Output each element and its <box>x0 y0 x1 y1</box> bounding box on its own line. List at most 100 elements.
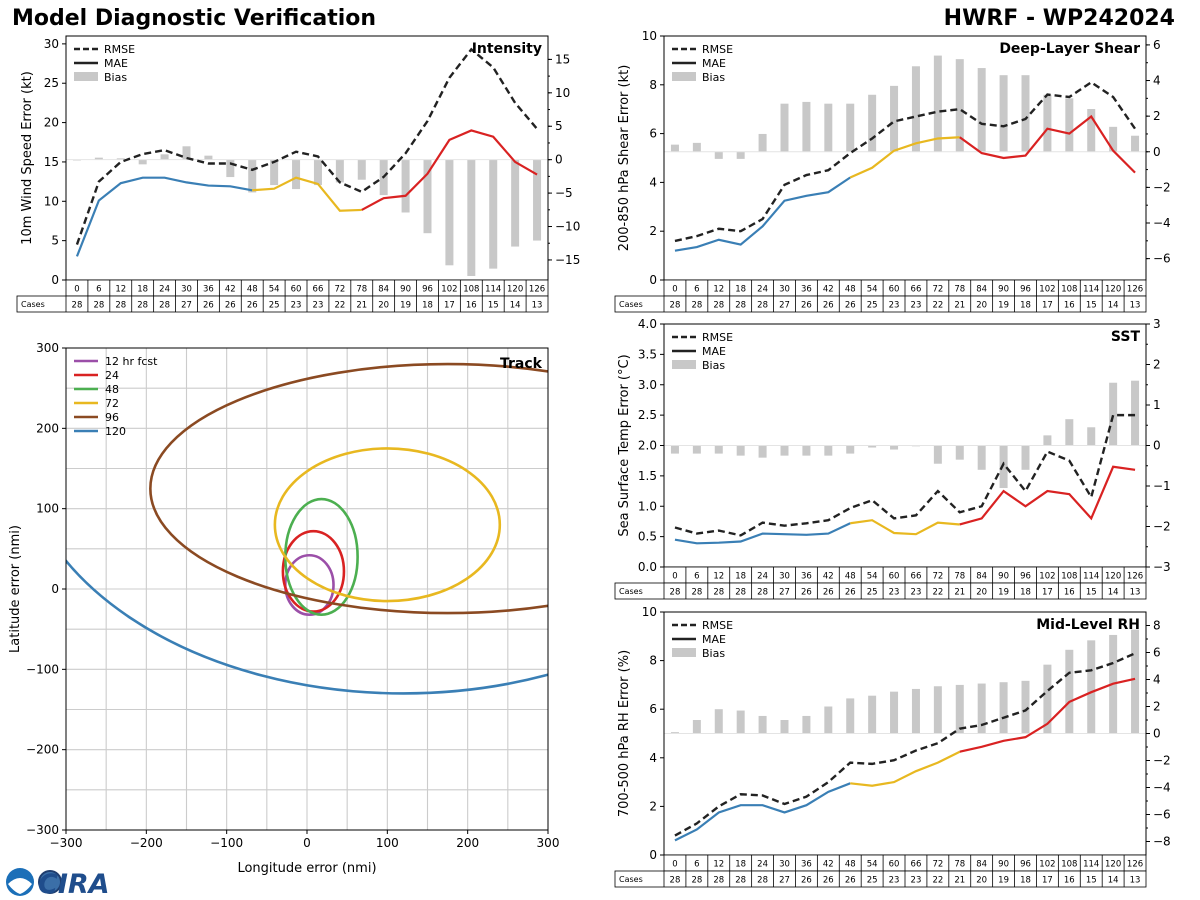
y-tick-label: 1.0 <box>638 499 657 513</box>
cases-count: 26 <box>801 588 812 598</box>
forecast-hour-label: 126 <box>1127 572 1143 582</box>
bias-bar <box>182 146 191 160</box>
sst-panel: 0.00.51.01.52.02.53.03.54.0−3−2−10123Sea… <box>614 317 1171 600</box>
y2-tick-label: 10 <box>555 86 570 100</box>
bias-bar <box>1087 109 1096 152</box>
forecast-hour-label: 36 <box>801 860 812 870</box>
mae-line-segment <box>361 129 538 211</box>
cases-count: 25 <box>269 301 280 311</box>
legend-label: 48 <box>105 383 119 396</box>
y-tick-label: 2.0 <box>638 439 657 453</box>
legend-label: RMSE <box>702 43 733 56</box>
bias-bar <box>780 445 789 456</box>
y2-tick-label: 5 <box>555 119 563 133</box>
bias-bar <box>824 706 833 734</box>
x-tick-label: −200 <box>130 836 163 850</box>
y2-tick-label: −15 <box>555 253 580 267</box>
forecast-hour-label: 78 <box>954 572 965 582</box>
bias-bar <box>933 686 942 734</box>
legend-label: 12 hr fcst <box>105 355 158 368</box>
rmse-line <box>674 80 1137 243</box>
x-tick-label: 200 <box>456 836 479 850</box>
y2-tick-label: −10 <box>555 220 580 234</box>
forecast-hour-label: 72 <box>932 285 943 295</box>
forecast-hour-label: 12 <box>713 572 724 582</box>
bias-bar <box>758 133 767 152</box>
x-tick-label: −100 <box>210 836 243 850</box>
bias-bar <box>1021 680 1030 734</box>
cases-count: 28 <box>757 301 768 311</box>
cases-count: 23 <box>911 588 922 598</box>
cases-count: 21 <box>954 876 965 886</box>
forecast-hour-label: 84 <box>976 860 987 870</box>
cases-count: 17 <box>1042 876 1053 886</box>
y-tick-label: 10 <box>44 194 59 208</box>
forecast-hour-label: 102 <box>441 285 457 295</box>
forecast-hour-label: 66 <box>911 860 922 870</box>
legend-label: Bias <box>702 359 725 372</box>
bias-bar <box>94 157 103 160</box>
y2-tick-label: −3 <box>1153 560 1171 574</box>
cases-count: 26 <box>225 301 236 311</box>
bias-bar <box>1043 435 1052 446</box>
y2-tick-label: −4 <box>1153 781 1171 795</box>
y2-tick-label: 1 <box>1153 398 1161 412</box>
chart-title: Deep-Layer Shear <box>999 41 1140 57</box>
cases-count: 17 <box>1042 301 1053 311</box>
forecast-hour-label: 108 <box>1061 860 1077 870</box>
cases-count: 23 <box>911 876 922 886</box>
legend-label: MAE <box>104 57 128 70</box>
cases-count: 27 <box>779 301 790 311</box>
bias-bar <box>1087 427 1096 446</box>
y-tick-label: 300 <box>36 341 59 355</box>
cases-count: 26 <box>203 301 214 311</box>
legend-label: Bias <box>702 71 725 84</box>
bias-bar <box>1131 629 1140 734</box>
x-tick-label: 300 <box>537 836 560 850</box>
bias-bar <box>467 159 476 276</box>
cases-count: 13 <box>1130 301 1141 311</box>
cases-count: 23 <box>889 588 900 598</box>
legend-bias-swatch <box>672 360 696 369</box>
cases-count: 26 <box>823 876 834 886</box>
cases-count: 20 <box>976 301 987 311</box>
cases-count: 28 <box>115 301 126 311</box>
forecast-hour-label: 42 <box>823 285 834 295</box>
forecast-hour-label: 30 <box>181 285 192 295</box>
cases-count: 18 <box>1020 301 1031 311</box>
cases-count: 26 <box>823 588 834 598</box>
mae-line-segment <box>252 176 362 212</box>
y-tick-label: 0 <box>51 582 59 596</box>
bias-bar <box>335 159 344 183</box>
forecast-hour-label: 0 <box>672 572 677 582</box>
forecast-hour-label: 90 <box>998 285 1009 295</box>
page-title-right: HWRF - WP242024 <box>943 6 1175 31</box>
bias-bar <box>868 94 877 152</box>
track-panel: −300 −200 −100 0 100 200 300 −300 −200 −100 0 100 20… <box>8 341 560 876</box>
y2-tick-label: 2 <box>1153 358 1161 372</box>
forecast-hour-label: 126 <box>1127 285 1143 295</box>
forecast-hour-label: 48 <box>845 285 856 295</box>
cases-count: 28 <box>691 588 702 598</box>
bias-bar <box>890 445 899 450</box>
bias-bar <box>824 445 833 456</box>
bias-bar <box>160 154 169 160</box>
cases-count: 28 <box>670 301 681 311</box>
bias-bar <box>313 159 322 186</box>
bias-bar <box>802 445 811 456</box>
bias-bar <box>868 695 877 734</box>
cases-count: 27 <box>779 588 790 598</box>
bias-bar <box>692 142 701 152</box>
forecast-hour-label: 12 <box>115 285 126 295</box>
bias-bar <box>1021 445 1030 470</box>
cases-count: 17 <box>1042 588 1053 598</box>
bias-bar <box>1065 649 1074 734</box>
forecast-hour-label: 72 <box>932 572 943 582</box>
forecast-hour-label: 48 <box>845 572 856 582</box>
cases-count: 21 <box>356 301 367 311</box>
bias-bar <box>1109 382 1118 446</box>
bias-bar <box>911 688 920 734</box>
y-tick-label: 30 <box>44 37 59 51</box>
mae-line-segment <box>959 114 1136 174</box>
bias-bar <box>204 155 213 160</box>
